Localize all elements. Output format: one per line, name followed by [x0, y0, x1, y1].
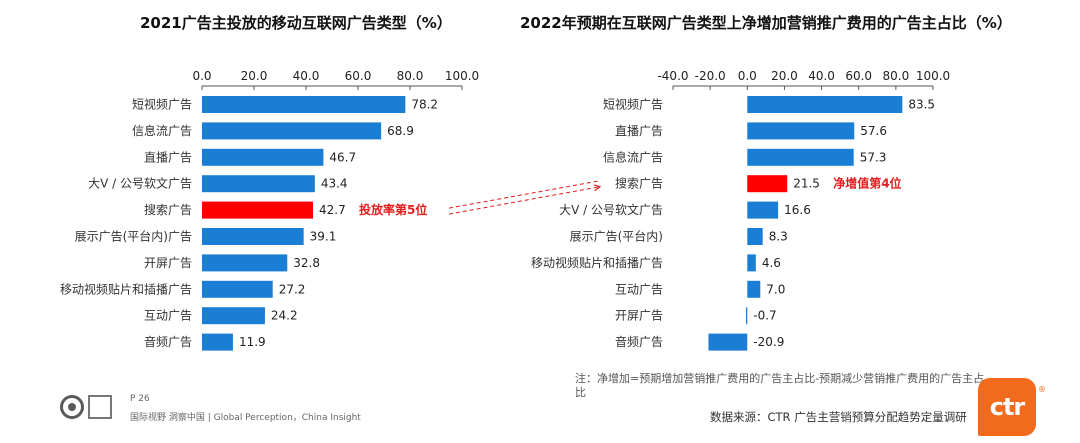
right-value-label: 57.6 [860, 124, 887, 138]
right-category-label: 信息流广告 [603, 149, 663, 164]
left-category-label: 大V / 公号软文广告 [88, 176, 192, 191]
right-bar [747, 122, 855, 140]
left-value-label: 68.9 [387, 124, 414, 138]
right-bar [708, 333, 748, 351]
right-bar [747, 201, 779, 219]
ctr-logo: ctr [978, 378, 1036, 436]
right-bar [747, 254, 756, 272]
left-bar [202, 228, 304, 245]
right-tick-label: 100.0 [916, 69, 950, 83]
left-category-label: 搜索广告 [144, 202, 192, 217]
left-value-label: 42.7 [319, 203, 346, 217]
right-category-label: 直播广告 [615, 124, 663, 138]
left-bar [202, 96, 406, 113]
right-category-label: 音频广告 [615, 334, 663, 349]
left-category-label: 展示广告(平台内)广告 [75, 229, 192, 244]
left-bar [202, 307, 265, 325]
right-category-label: 搜索广告 [615, 176, 663, 191]
right-value-label: -20.9 [753, 335, 784, 349]
right-bar [747, 280, 761, 298]
right-category-label: 开屏广告 [615, 309, 663, 323]
left-value-label: 32.8 [293, 256, 320, 270]
left-tick-label: 100.0 [445, 69, 479, 83]
data-source: 数据来源：CTR 广告主营销预算分配趋势定量调研 [710, 410, 967, 424]
right-tick-label: -40.0 [657, 69, 688, 83]
left-highlight-annotation: 投放率第5位 [359, 202, 427, 217]
left-bar [202, 122, 382, 140]
right-tick-label: 80.0 [882, 69, 909, 83]
left-tick-label: 60.0 [345, 69, 372, 83]
right-category-label: 短视频广告 [603, 97, 663, 112]
right-category-label: 移动视频贴片和插播广告 [531, 255, 663, 270]
footnote: 注：净增加=预期增加营销推广费用的广告主占比-预期减少营销推广费用的广告主占比 [575, 372, 985, 399]
page-number: P 26 [130, 394, 150, 404]
left-tick-label: 20.0 [241, 69, 268, 83]
left-value-label: 24.2 [271, 309, 298, 323]
right-value-label: 4.6 [762, 256, 781, 270]
left-value-label: 39.1 [310, 230, 337, 244]
right-bar [747, 96, 903, 113]
left-bar [202, 201, 314, 219]
certification-badge-icon [88, 395, 112, 419]
right-tick-label: -20.0 [695, 69, 726, 83]
right-value-label: 16.6 [784, 203, 811, 217]
registered-mark: ® [1038, 385, 1046, 394]
right-tick-label: 60.0 [845, 69, 872, 83]
left-category-label: 信息流广告 [132, 123, 192, 138]
left-bar [202, 148, 324, 166]
right-bar [745, 307, 748, 325]
certification-logos [60, 392, 118, 422]
right-value-label: 83.5 [908, 98, 935, 112]
right-value-label: 7.0 [766, 282, 785, 296]
comparison-arrow-line-bottom [448, 187, 600, 215]
comparison-arrow-line-top [448, 180, 601, 209]
left-value-label: 46.7 [329, 150, 356, 164]
left-tick-label: 0.0 [192, 69, 211, 83]
tagline: 国际视野 洞察中国 | Global Perception，China Insi… [130, 413, 361, 423]
left-category-label: 短视频广告 [132, 97, 192, 112]
left-category-label: 开屏广告 [144, 256, 192, 270]
right-bar [747, 175, 788, 193]
right-value-label: 8.3 [769, 230, 788, 244]
left-category-label: 直播广告 [144, 150, 192, 164]
left-chart-title: 2021广告主投放的移动互联网广告类型（%） [140, 14, 452, 32]
right-tick-label: 20.0 [771, 69, 798, 83]
left-tick-label: 80.0 [397, 69, 424, 83]
left-bar [202, 333, 233, 351]
right-category-label: 展示广告(平台内) [570, 229, 663, 244]
right-category-label: 互动广告 [615, 282, 663, 296]
right-tick-label: 40.0 [808, 69, 835, 83]
left-category-label: 移动视频贴片和插播广告 [60, 281, 192, 296]
left-value-label: 27.2 [279, 282, 306, 296]
right-category-label: 大V / 公号软文广告 [559, 202, 663, 217]
right-chart-title: 2022年预期在互联网广告类型上净增加营销推广费用的广告主占比（%） [520, 14, 1012, 32]
left-bar [202, 280, 273, 298]
right-value-label: 57.3 [860, 150, 887, 164]
right-bar [747, 148, 854, 166]
left-bar [202, 175, 315, 193]
certification-ring-icon [60, 395, 84, 419]
left-value-label: 78.2 [411, 98, 438, 112]
left-value-label: 43.4 [321, 177, 348, 191]
right-bar [747, 228, 763, 245]
right-highlight-annotation: 净增值第4位 [833, 176, 901, 191]
right-tick-label: 0.0 [738, 69, 757, 83]
left-bar [202, 254, 288, 272]
left-category-label: 音频广告 [144, 334, 192, 349]
right-value-label: -0.7 [753, 309, 776, 323]
left-category-label: 互动广告 [144, 309, 192, 323]
right-value-label: 21.5 [793, 177, 820, 191]
left-tick-label: 40.0 [293, 69, 320, 83]
left-value-label: 11.9 [239, 335, 266, 349]
